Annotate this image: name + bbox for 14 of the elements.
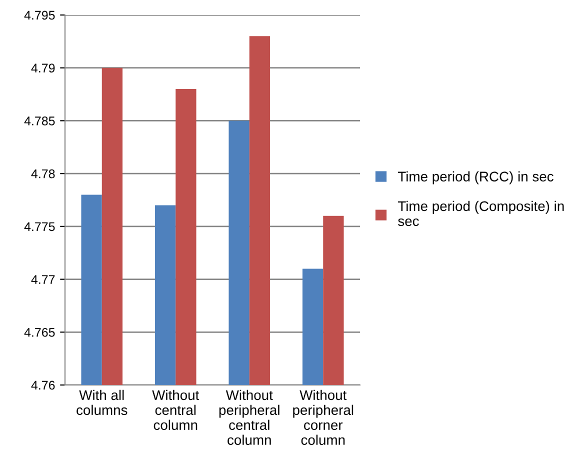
- x-tick-label: With all columns: [76, 390, 128, 416]
- y-tick-label: 4.77: [31, 275, 55, 284]
- y-tick-label: 4.76: [31, 380, 55, 390]
- y-tick-label: 4.78: [31, 169, 55, 178]
- x-tick-label: Without peripheral corner column: [293, 390, 354, 445]
- y-tick-label: 4.785: [24, 116, 55, 126]
- legend-label: Time period (Composite) in sec: [398, 200, 564, 226]
- x-tick-label: Without peripheral central column: [219, 390, 280, 445]
- y-tick-label: 4.775: [24, 222, 55, 232]
- y-tick-label: 4.765: [24, 328, 55, 337]
- legend-label: Time period (RCC) in sec: [398, 171, 554, 184]
- y-tick-label: 4.795: [24, 10, 55, 20]
- x-tick-label: Without central column: [152, 390, 200, 430]
- y-tick-label: 4.79: [31, 64, 55, 73]
